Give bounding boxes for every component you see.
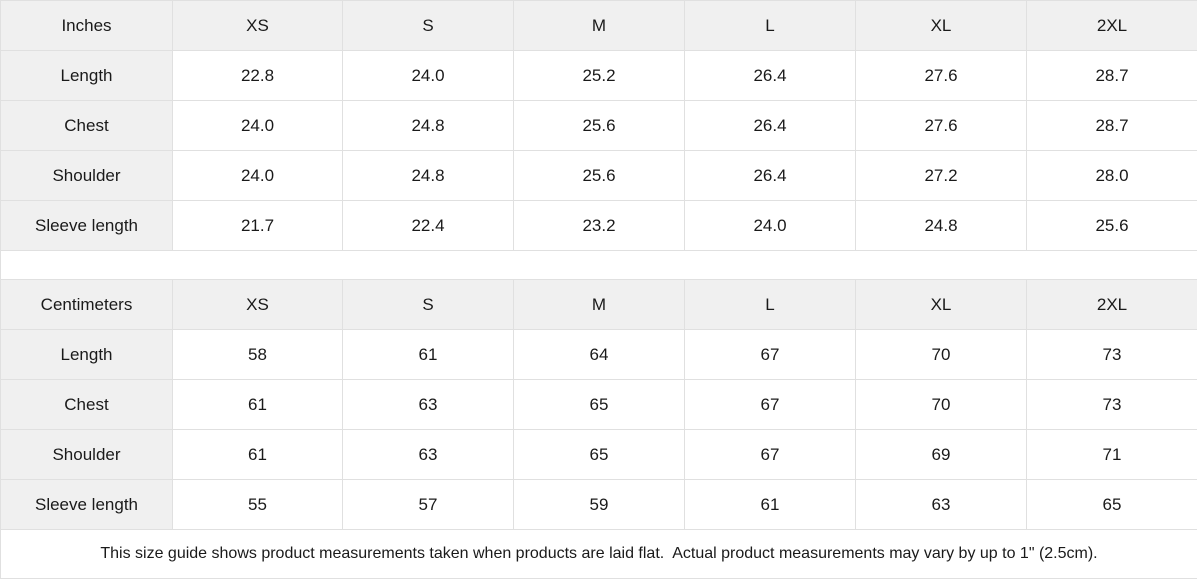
centimeters-size-header-xs: XS: [172, 279, 343, 330]
value-cell: 61: [172, 379, 343, 430]
value-cell: 65: [513, 429, 685, 480]
row-label-cell: Length: [0, 329, 173, 380]
value-cell: 65: [513, 379, 685, 430]
value-cell: 28.7: [1026, 50, 1197, 101]
table-row: Length 58 61 64 67 70 73: [0, 329, 1197, 380]
centimeters-size-header-s: S: [342, 279, 514, 330]
inches-unit-header: Inches: [0, 0, 173, 51]
centimeters-size-header-l: L: [684, 279, 856, 330]
centimeters-unit-header: Centimeters: [0, 279, 173, 330]
value-cell: 65: [1026, 479, 1197, 530]
value-cell: 57: [342, 479, 514, 530]
value-cell: 24.8: [855, 200, 1027, 251]
row-label-cell: Sleeve length: [0, 479, 173, 530]
table-row: Chest 61 63 65 67 70 73: [0, 379, 1197, 430]
centimeters-header-row: Centimeters XS S M L XL 2XL: [0, 279, 1197, 330]
row-label-cell: Sleeve length: [0, 200, 173, 251]
value-cell: 61: [342, 329, 514, 380]
value-cell: 63: [342, 379, 514, 430]
value-cell: 21.7: [172, 200, 343, 251]
value-cell: 69: [855, 429, 1027, 480]
value-cell: 24.8: [342, 150, 514, 201]
value-cell: 70: [855, 379, 1027, 430]
value-cell: 25.6: [513, 100, 685, 151]
inches-size-header-xs: XS: [172, 0, 343, 51]
value-cell: 25.2: [513, 50, 685, 101]
value-cell: 73: [1026, 379, 1197, 430]
value-cell: 71: [1026, 429, 1197, 480]
value-cell: 67: [684, 379, 856, 430]
row-label-cell: Chest: [0, 379, 173, 430]
row-label-cell: Length: [0, 50, 173, 101]
value-cell: 26.4: [684, 150, 856, 201]
value-cell: 22.4: [342, 200, 514, 251]
value-cell: 61: [172, 429, 343, 480]
centimeters-size-header-xl: XL: [855, 279, 1027, 330]
value-cell: 58: [172, 329, 343, 380]
value-cell: 64: [513, 329, 685, 380]
value-cell: 61: [684, 479, 856, 530]
section-spacer: [0, 250, 1197, 280]
value-cell: 24.0: [172, 100, 343, 151]
centimeters-size-header-2xl: 2XL: [1026, 279, 1197, 330]
value-cell: 28.0: [1026, 150, 1197, 201]
value-cell: 27.2: [855, 150, 1027, 201]
value-cell: 24.0: [342, 50, 514, 101]
table-row: Shoulder 61 63 65 67 69 71: [0, 429, 1197, 480]
value-cell: 59: [513, 479, 685, 530]
value-cell: 24.0: [684, 200, 856, 251]
inches-size-header-s: S: [342, 0, 514, 51]
value-cell: 70: [855, 329, 1027, 380]
inches-header-row: Inches XS S M L XL 2XL: [0, 0, 1197, 51]
value-cell: 26.4: [684, 50, 856, 101]
value-cell: 67: [684, 429, 856, 480]
table-row: Shoulder 24.0 24.8 25.6 26.4 27.2 28.0: [0, 150, 1197, 201]
inches-size-header-2xl: 2XL: [1026, 0, 1197, 51]
value-cell: 67: [684, 329, 856, 380]
value-cell: 73: [1026, 329, 1197, 380]
value-cell: 27.6: [855, 100, 1027, 151]
spacer-row: [0, 250, 1197, 280]
inches-size-header-xl: XL: [855, 0, 1027, 51]
table-row: Chest 24.0 24.8 25.6 26.4 27.6 28.7: [0, 100, 1197, 151]
value-cell: 63: [342, 429, 514, 480]
value-cell: 25.6: [513, 150, 685, 201]
footer-row: This size guide shows product measuremen…: [0, 529, 1197, 579]
inches-size-header-l: L: [684, 0, 856, 51]
value-cell: 55: [172, 479, 343, 530]
row-label-cell: Shoulder: [0, 150, 173, 201]
value-cell: 63: [855, 479, 1027, 530]
row-label-cell: Shoulder: [0, 429, 173, 480]
table-row: Sleeve length 21.7 22.4 23.2 24.0 24.8 2…: [0, 200, 1197, 251]
value-cell: 28.7: [1026, 100, 1197, 151]
inches-size-header-m: M: [513, 0, 685, 51]
value-cell: 22.8: [172, 50, 343, 101]
table-row: Sleeve length 55 57 59 61 63 65: [0, 479, 1197, 530]
value-cell: 23.2: [513, 200, 685, 251]
row-label-cell: Chest: [0, 100, 173, 151]
value-cell: 26.4: [684, 100, 856, 151]
value-cell: 27.6: [855, 50, 1027, 101]
value-cell: 24.0: [172, 150, 343, 201]
table-row: Length 22.8 24.0 25.2 26.4 27.6 28.7: [0, 50, 1197, 101]
size-guide-footnote: This size guide shows product measuremen…: [0, 529, 1197, 579]
value-cell: 24.8: [342, 100, 514, 151]
value-cell: 25.6: [1026, 200, 1197, 251]
centimeters-size-header-m: M: [513, 279, 685, 330]
